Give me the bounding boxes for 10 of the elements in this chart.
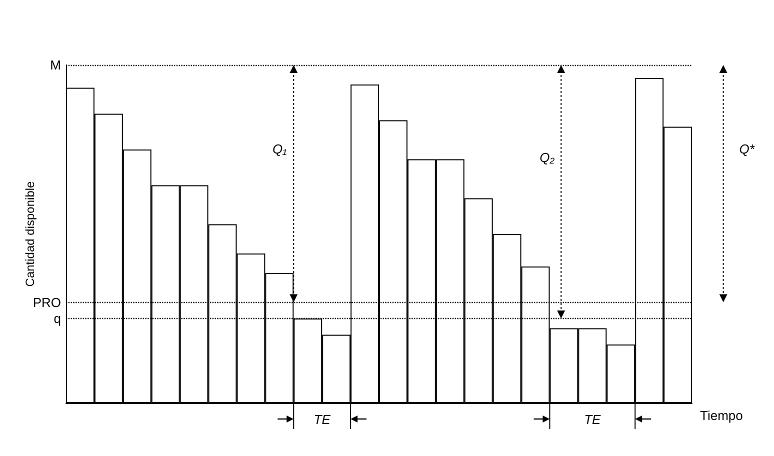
ref-line-label: M [50,58,61,72]
text: TE [584,412,602,427]
text: TE [314,412,331,427]
ref-line-label: PRO [32,294,61,310]
x-axis-title: Tiempo [700,408,743,423]
text: Q* [739,142,756,157]
y-axis-title: Cantidad disponible [23,180,37,287]
ref-line-label: q [54,311,61,326]
annotation: Q₂ [540,150,555,165]
annotation: Q₁ [272,142,287,157]
